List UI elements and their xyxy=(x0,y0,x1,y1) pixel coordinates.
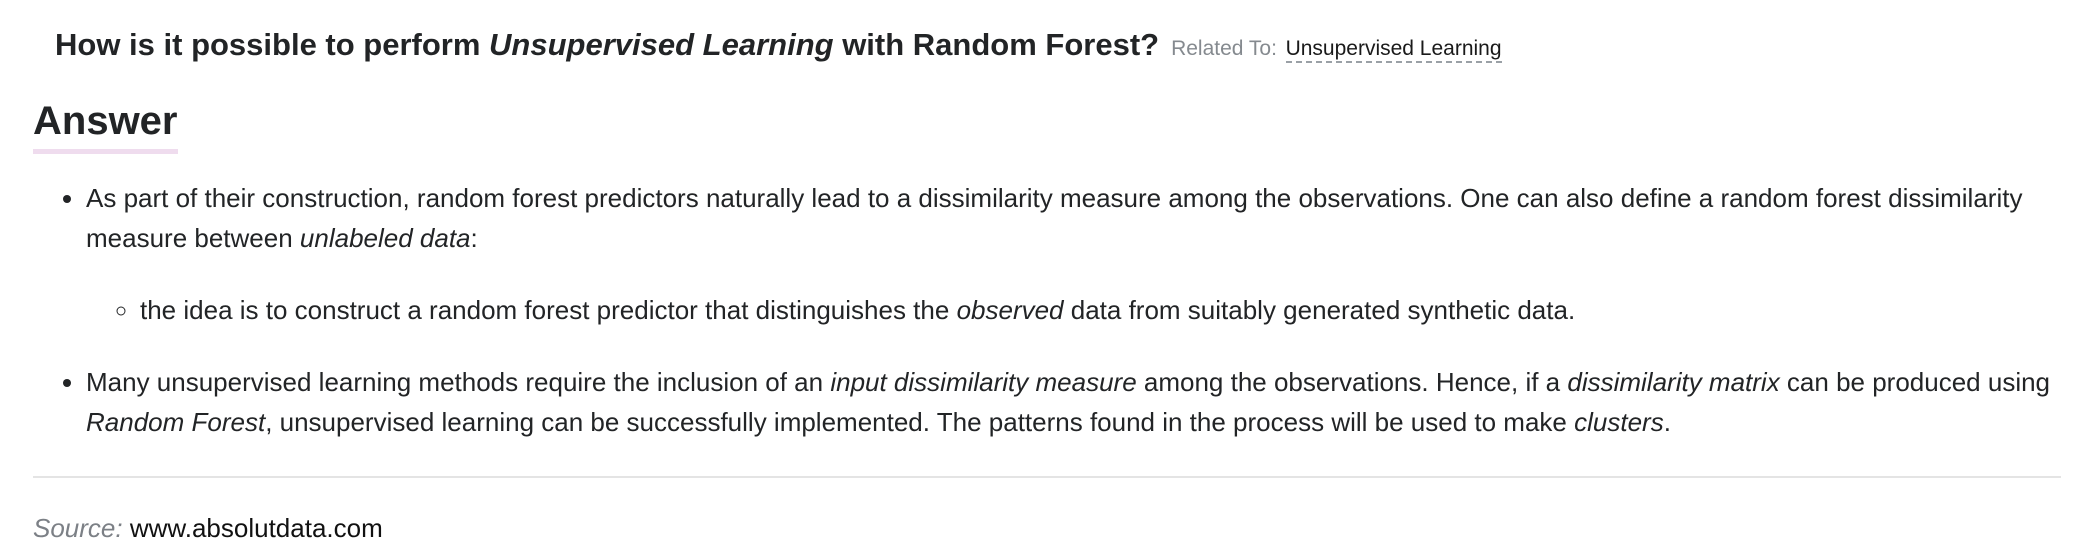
question-title: How is it possible to perform Unsupervis… xyxy=(55,22,1502,72)
answer-subbullet-1: the idea is to construct a random forest… xyxy=(140,290,2050,330)
bullet-1-text-a: As part of their construction, random fo… xyxy=(86,183,2023,253)
related-to-label: Related To: xyxy=(1171,37,1277,60)
answer-bullet-2: Many unsupervised learning methods requi… xyxy=(86,362,2050,442)
answer-sublist: the idea is to construct a random forest… xyxy=(86,290,2050,330)
related-topic-link[interactable]: Unsupervised Learning xyxy=(1285,37,1502,63)
answer-body: As part of their construction, random fo… xyxy=(0,178,2050,474)
answer-heading: Answer xyxy=(33,93,178,154)
bullet-2-text-a: Many unsupervised learning methods requi… xyxy=(86,367,831,397)
subbullet-1-text-a: the idea is to construct a random forest… xyxy=(140,295,957,325)
answer-list: As part of their construction, random fo… xyxy=(0,178,2050,442)
bullet-2-em-c: Random Forest xyxy=(86,407,266,437)
question-suffix: with Random Forest? xyxy=(833,27,1160,62)
bullet-1-em-a: unlabeled data xyxy=(299,223,471,253)
bullet-2-em-d: clusters xyxy=(1574,407,1664,437)
bullet-2-em-b: dissimilarity matrix xyxy=(1567,367,1780,397)
answer-bullet-1: As part of their construction, random fo… xyxy=(86,178,2050,330)
subbullet-1-text-b: data from suitably generated synthetic d… xyxy=(1063,295,1576,325)
question-emphasis: Unsupervised Learning xyxy=(489,27,834,62)
bullet-2-text-b: among the observations. Hence, if a xyxy=(1136,367,1568,397)
divider xyxy=(33,476,2061,478)
bullet-2-text-d: , unsupervised learning can be successfu… xyxy=(265,407,1575,437)
bullet-2-em-a: input dissimilarity measure xyxy=(830,367,1137,397)
subbullet-1-em-a: observed xyxy=(956,295,1064,325)
bullet-1-text-b: : xyxy=(470,223,478,253)
bullet-2-text-c: can be produced using xyxy=(1779,367,2051,397)
source-label: Source: xyxy=(33,513,123,543)
source-line: Source: www.absolutdata.com xyxy=(33,508,383,548)
bullet-2-text-e: . xyxy=(1663,407,1671,437)
source-link[interactable]: www.absolutdata.com xyxy=(129,513,383,543)
question-prefix: How is it possible to perform xyxy=(55,27,490,62)
